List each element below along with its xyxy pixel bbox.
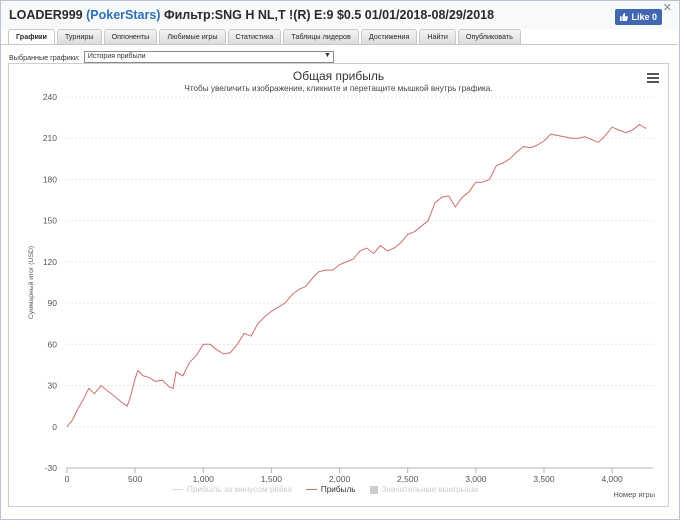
x-tick-label: 2,000 <box>329 474 351 484</box>
y-tick-label: 210 <box>43 133 57 143</box>
thumbs-up-icon <box>620 13 629 21</box>
dropdown-arrow-icon: ▼ <box>323 52 331 59</box>
tab-2[interactable]: Оппоненты <box>103 29 158 44</box>
legend-item-0[interactable]: Прибыль за минусом рейка <box>172 485 292 494</box>
chart-selector-row: Выбранные графики: История прибыли ▼ <box>9 51 334 63</box>
facebook-like-button[interactable]: Like 0 <box>615 9 662 25</box>
tab-7[interactable]: Найти <box>419 29 456 44</box>
player-name: LOADER999 <box>9 8 83 22</box>
x-tick-label: 3,000 <box>465 474 487 484</box>
chart-plot: -30 0 30 60 90 120 150 180 210 240 0 500 1,000 1,500 2… <box>27 92 655 499</box>
y-tick-label: 90 <box>48 298 58 308</box>
chart-selector-value: История прибыли <box>87 53 146 60</box>
x-tick-label: 500 <box>128 474 142 484</box>
chart-legend: Прибыль за минусом рейка Прибыль Значитель… <box>172 485 478 494</box>
tab-1[interactable]: Турниры <box>56 29 102 44</box>
x-tick-label: 4,000 <box>601 474 623 484</box>
y-tick-label: 150 <box>43 216 57 226</box>
series-line-1 <box>66 124 647 428</box>
legend-item-marker[interactable]: Значительные выигрыши <box>369 485 478 494</box>
tab-3[interactable]: Любимые игры <box>159 29 226 44</box>
y-axis-label: Суммарный итог (USD) <box>27 246 35 319</box>
y-tick-label: 180 <box>43 174 57 184</box>
chart-subtitle: Чтобы увеличить изображение, кликните и … <box>184 84 493 93</box>
x-axis-label: Номер игры <box>613 490 655 499</box>
tab-0[interactable]: Графики <box>8 29 55 44</box>
tab-8[interactable]: Опубликовать <box>457 29 521 44</box>
legend-line-icon <box>172 489 183 490</box>
y-tick-label: 120 <box>43 257 57 267</box>
chart-title: Общая прибыль <box>292 69 385 83</box>
legend-square-icon <box>369 485 378 494</box>
chart-selector-dropdown[interactable]: История прибыли ▼ <box>83 51 334 63</box>
x-tick-label: 1,000 <box>193 474 215 484</box>
chart-selector-label: Выбранные графики: <box>9 52 80 62</box>
tab-6[interactable]: Достижения <box>360 29 418 44</box>
x-tick-label: 2,500 <box>397 474 419 484</box>
profit-chart[interactable]: Общая прибыль Чтобы увеличить изображени… <box>8 63 669 507</box>
header-bar: LOADER999 (PokerStars) Фильтр:SNG H NL,T… <box>1 1 678 29</box>
y-tick-label: 0 <box>52 422 57 432</box>
legend-label: Прибыль за минусом рейка <box>187 485 292 494</box>
tab-divider <box>1 44 678 45</box>
x-tick-label: 1,500 <box>261 474 283 484</box>
page-title: LOADER999 (PokerStars) Фильтр:SNG H NL,T… <box>9 8 494 22</box>
legend-item-1[interactable]: Прибыль <box>305 485 356 494</box>
y-tick-label: 60 <box>48 339 58 349</box>
y-tick-label: 240 <box>43 92 57 102</box>
legend-line-icon <box>305 489 317 490</box>
x-tick-label: 0 <box>65 474 70 484</box>
close-icon[interactable]: ✕ <box>662 2 672 14</box>
legend-label: Значительные выигрыши <box>381 485 478 494</box>
legend-label: Прибыль <box>320 485 356 494</box>
chart-menu-icon[interactable] <box>647 73 659 85</box>
filter-text: Фильтр:SNG H NL,T !(R) E:9 $0.5 01/01/20… <box>163 8 495 22</box>
tab-4[interactable]: Статистика <box>227 29 282 44</box>
like-label: Like 0 <box>631 12 657 22</box>
x-tick-label: 3,500 <box>533 474 555 484</box>
y-tick-label: -30 <box>45 463 58 473</box>
tab-5[interactable]: Таблицы лидеров <box>283 29 359 44</box>
tab-bar: Графики Турниры Оппоненты Любимые игры Стати… <box>8 29 521 44</box>
site-link[interactable]: (PokerStars) <box>86 8 161 22</box>
y-tick-label: 30 <box>48 381 58 391</box>
